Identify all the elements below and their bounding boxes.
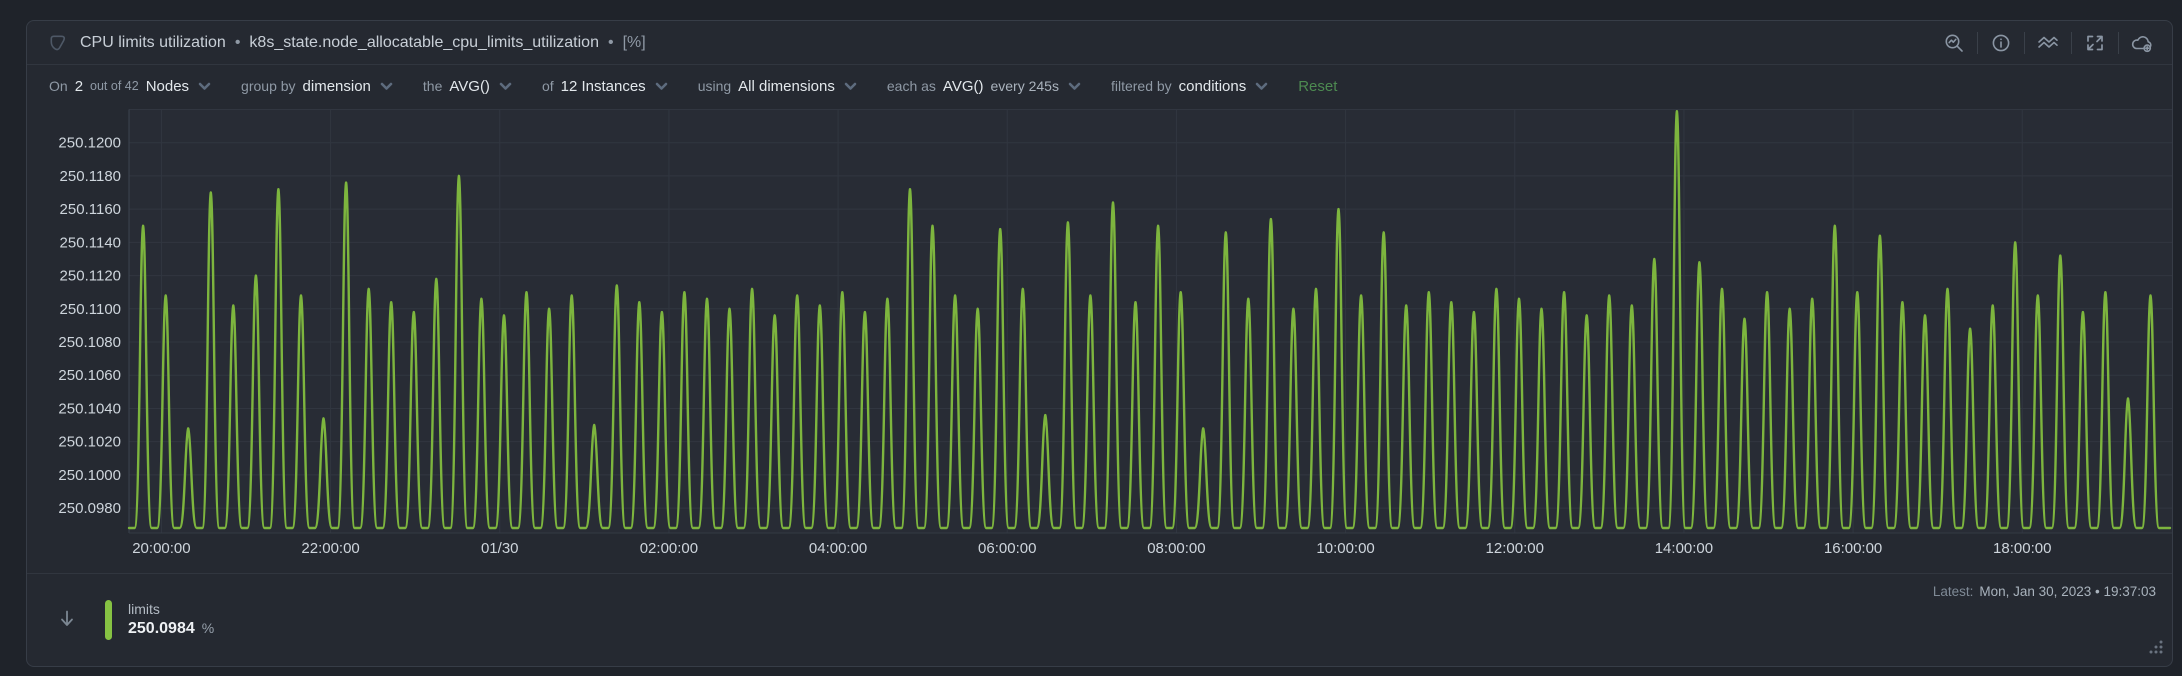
x-axis-tick-label: 02:00:00 [640,540,698,557]
y-axis-tick-label: 250.1060 [58,367,121,384]
compare-charts-icon[interactable] [2034,30,2062,56]
each-as-label: each as [886,78,936,94]
time-aggregation-dropdown[interactable]: each as AVG() every 245s [887,78,1081,95]
aggregation-value: AVG() [449,77,490,95]
y-axis-tick-label: 250.1000 [58,467,121,484]
page-title: CPU limits utilization • k8s_state.node_… [80,34,646,52]
resize-grip[interactable] [2147,638,2165,661]
y-axis-tick-label: 250.1160 [60,201,121,218]
x-axis-tick-label: 01/30 [481,540,519,557]
chevron-down-icon [844,82,857,91]
chevron-down-icon [1255,82,1268,91]
x-axis-tick-label: 16:00:00 [1824,540,1882,557]
chart-canvas[interactable]: 20:00:00 22:00:00 01/30 02:00:00 04:00:00 06:… [27,21,2172,666]
divider [1977,31,1978,54]
legend-item-limits[interactable]: limits 250.0984 % [105,600,214,640]
y-axis-tick-label: 250.1140 [60,234,121,251]
group-by-label: group by [241,78,296,94]
legend-dimension-unit: % [201,619,215,636]
filters-dropdown[interactable]: filtered by conditions [1111,78,1268,95]
chevron-down-icon [380,82,393,91]
x-axis-tick-label: 10:00:00 [1316,540,1374,557]
chart-filters-bar: On 2 out of 42 Nodes group by dimension … [27,65,2172,107]
x-axis-tick-label: 14:00:00 [1655,540,1713,557]
chart-toolbox [1940,30,2156,56]
nodes-dropdown[interactable]: On 2 out of 42 Nodes [49,78,211,95]
cloud-add-icon[interactable] [2128,30,2156,56]
divider [2024,31,2025,54]
x-axis-tick-label: 04:00:00 [809,540,867,557]
chevron-down-icon [1068,82,1081,91]
dimensions-value: All dimensions [738,77,835,95]
x-axis-tick-label: 20:00:00 [132,540,190,557]
group-by-value: dimension [302,77,371,95]
on-label: On [49,78,68,94]
legend-dimension-value: 250.0984 [128,619,195,637]
group-by-dropdown[interactable]: group by dimension [241,78,393,95]
y-axis-tick-label: 250.1080 [58,334,121,351]
chart-card: CPU limits utilization • k8s_state.node_… [26,20,2173,667]
reset-button[interactable]: Reset [1298,77,1338,95]
x-axis-tick-label: 22:00:00 [301,540,359,557]
info-icon[interactable] [1987,30,2015,56]
instances-value: 12 Instances [560,77,646,95]
x-axis-tick-label: 18:00:00 [1993,540,2051,557]
each-aggregation-value: AVG() [942,77,984,95]
y-axis-tick-label: 250.1120 [60,268,121,285]
every-value: every 245s [990,78,1059,94]
x-axis-tick-label: 06:00:00 [978,540,1036,557]
y-axis-tick-label: 250.0980 [58,500,121,517]
legend-color-swatch [105,600,112,640]
legend-sort-arrow-icon[interactable] [57,608,77,630]
chevron-down-icon [655,82,668,91]
nodes-out-of: out of 42 [90,79,139,93]
chart-units: [%] [622,33,646,51]
divider [2118,31,2119,54]
x-axis-tick-label: 08:00:00 [1147,540,1205,557]
nodes-count: 2 [74,77,84,95]
instances-dropdown[interactable]: of 12 Instances [542,78,668,95]
using-label: using [697,78,732,94]
divider [2071,31,2072,54]
chart-title-bar: CPU limits utilization • k8s_state.node_… [27,21,2172,65]
nodes-label: Nodes [145,77,190,95]
chart-footer: Latest: Mon, Jan 30, 2023 • 19:37:03 limi… [27,573,2172,666]
aggregation-dropdown[interactable]: the AVG() [423,78,512,95]
chevron-down-icon [198,82,211,91]
filtered-by-label: filtered by [1110,78,1172,94]
dimensions-dropdown[interactable]: using All dimensions [698,78,857,95]
of-label: of [541,78,554,94]
series-limits-line [127,110,2172,530]
chevron-down-icon [499,82,512,91]
y-axis-tick-label: 250.1200 [58,135,121,152]
latest-label: Latest: [1932,584,1974,599]
zoom-magnifier-icon[interactable] [1940,30,1968,56]
latest-timestamp: Latest: Mon, Jan 30, 2023 • 19:37:03 [1933,584,2156,599]
y-axis-tick-label: 250.1100 [60,301,121,318]
title-separator: • [234,33,241,51]
chart-name: CPU limits utilization [80,33,226,51]
y-axis-tick-label: 250.1180 [60,168,121,185]
y-axis-tick-label: 250.1040 [58,400,121,417]
the-label: the [422,78,443,94]
latest-time-value: Mon, Jan 30, 2023 • 19:37:03 [1979,584,2156,599]
netdata-sail-icon [47,32,68,53]
filter-value: conditions [1178,77,1247,95]
y-axis-tick-label: 250.1020 [58,434,121,451]
fullscreen-icon[interactable] [2081,30,2109,56]
title-separator: • [607,33,614,51]
chart-metric-id: k8s_state.node_allocatable_cpu_limits_ut… [249,33,599,51]
x-axis-tick-label: 12:00:00 [1486,540,1544,557]
legend-dimension-name: limits [128,601,160,618]
